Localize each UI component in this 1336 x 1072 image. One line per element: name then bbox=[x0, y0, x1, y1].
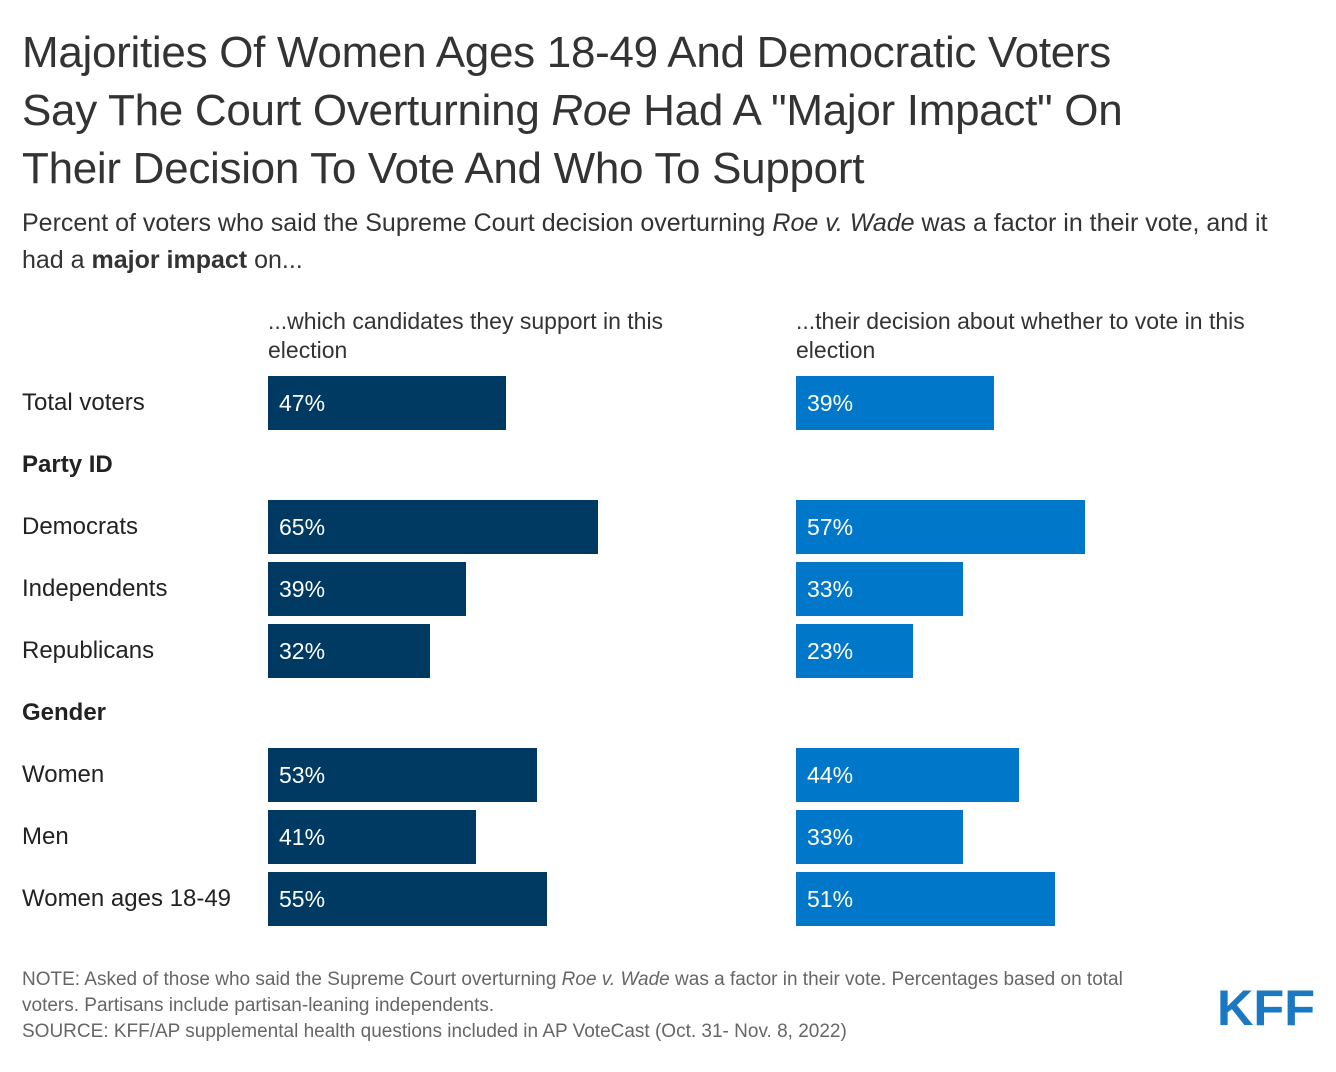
bar-series1-independents: 39% bbox=[268, 562, 466, 616]
note-text: NOTE: Asked of those who said the Suprem… bbox=[22, 967, 1182, 1019]
category-label-total-voters: Total voters bbox=[22, 389, 145, 416]
bar-series1-total-voters: 47% bbox=[268, 376, 506, 430]
data-label: 39% bbox=[279, 576, 326, 602]
bar-series2-democrats: 57% bbox=[796, 500, 1085, 554]
data-label: 65% bbox=[279, 514, 326, 540]
data-label: 32% bbox=[279, 638, 326, 664]
category-label-women: Women bbox=[22, 761, 105, 788]
bar-series2-women-ages-18-49: 51% bbox=[796, 872, 1055, 926]
title-roe: Roe bbox=[551, 86, 632, 135]
bar-series2-men: 33% bbox=[796, 810, 963, 864]
category-label-republicans: Republicans bbox=[22, 637, 155, 664]
kff-logo-text: KFF bbox=[1217, 984, 1315, 1028]
bar-series1-women: 53% bbox=[268, 748, 537, 802]
kff-logo: KFF bbox=[1217, 984, 1315, 1028]
data-label: 23% bbox=[807, 638, 854, 664]
data-label: 39% bbox=[807, 390, 854, 416]
subtitle-roe-v-wade: Roe v. Wade bbox=[772, 209, 915, 237]
category-label-women-ages-18-49: Women ages 18-49 bbox=[22, 885, 232, 912]
note-part-a: NOTE: Asked of those who said the Suprem… bbox=[22, 969, 562, 990]
group-label-gender: Gender bbox=[22, 699, 107, 726]
note-part-b: was a factor in their vote. Percentages … bbox=[22, 969, 1123, 1016]
bar-series1-women-ages-18-49: 55% bbox=[268, 872, 547, 926]
category-label-men: Men bbox=[22, 823, 69, 850]
subtitle-part-a: Percent of voters who said the Supreme C… bbox=[22, 209, 773, 237]
bar-series1-men: 41% bbox=[268, 810, 476, 864]
chart-subtitle: Percent of voters who said the Supreme C… bbox=[22, 205, 1312, 279]
category-label-independents: Independents bbox=[22, 575, 168, 602]
chart-title: Majorities Of Women Ages 18-49 And Democ… bbox=[22, 24, 1312, 198]
title-line-2b: Had A "Major Impact" On bbox=[631, 86, 1123, 135]
data-label: 44% bbox=[807, 762, 854, 788]
bar-series2-women: 44% bbox=[796, 748, 1019, 802]
data-label: 47% bbox=[279, 390, 326, 416]
data-label: 51% bbox=[807, 886, 854, 912]
title-line-2a: Say The Court Overturning bbox=[22, 86, 552, 135]
series-header-1: ...which candidates they support in this… bbox=[268, 308, 664, 363]
bar-series1-republicans: 32% bbox=[268, 624, 430, 678]
note-roe-v-wade: Roe v. Wade bbox=[561, 969, 670, 990]
data-label: 41% bbox=[279, 824, 326, 850]
category-label-democrats: Democrats bbox=[22, 513, 139, 540]
bar-series2-total-voters: 39% bbox=[796, 376, 994, 430]
chart-footer: NOTE: Asked of those who said the Suprem… bbox=[22, 967, 1182, 1045]
subtitle-part-c: on... bbox=[247, 246, 303, 274]
source-text: SOURCE: KFF/AP supplemental health quest… bbox=[22, 1021, 847, 1042]
bar-series2-republicans: 23% bbox=[796, 624, 913, 678]
data-label: 53% bbox=[279, 762, 326, 788]
title-line-1: Majorities Of Women Ages 18-49 And Democ… bbox=[22, 28, 1111, 77]
subtitle-major-impact: major impact bbox=[91, 246, 248, 274]
bar-series1-democrats: 65% bbox=[268, 500, 598, 554]
series-header-2: ...their decision about whether to vote … bbox=[796, 308, 1245, 363]
data-label: 55% bbox=[279, 886, 326, 912]
group-label-party-id: Party ID bbox=[22, 451, 113, 478]
data-label: 57% bbox=[807, 514, 854, 540]
data-label: 33% bbox=[807, 576, 854, 602]
subtitle-part-b: was a factor in their vote, and it had a bbox=[22, 209, 1268, 274]
bar-series2-independents: 33% bbox=[796, 562, 963, 616]
title-line-3: Their Decision To Vote And Who To Suppor… bbox=[22, 144, 865, 193]
data-label: 33% bbox=[807, 824, 854, 850]
